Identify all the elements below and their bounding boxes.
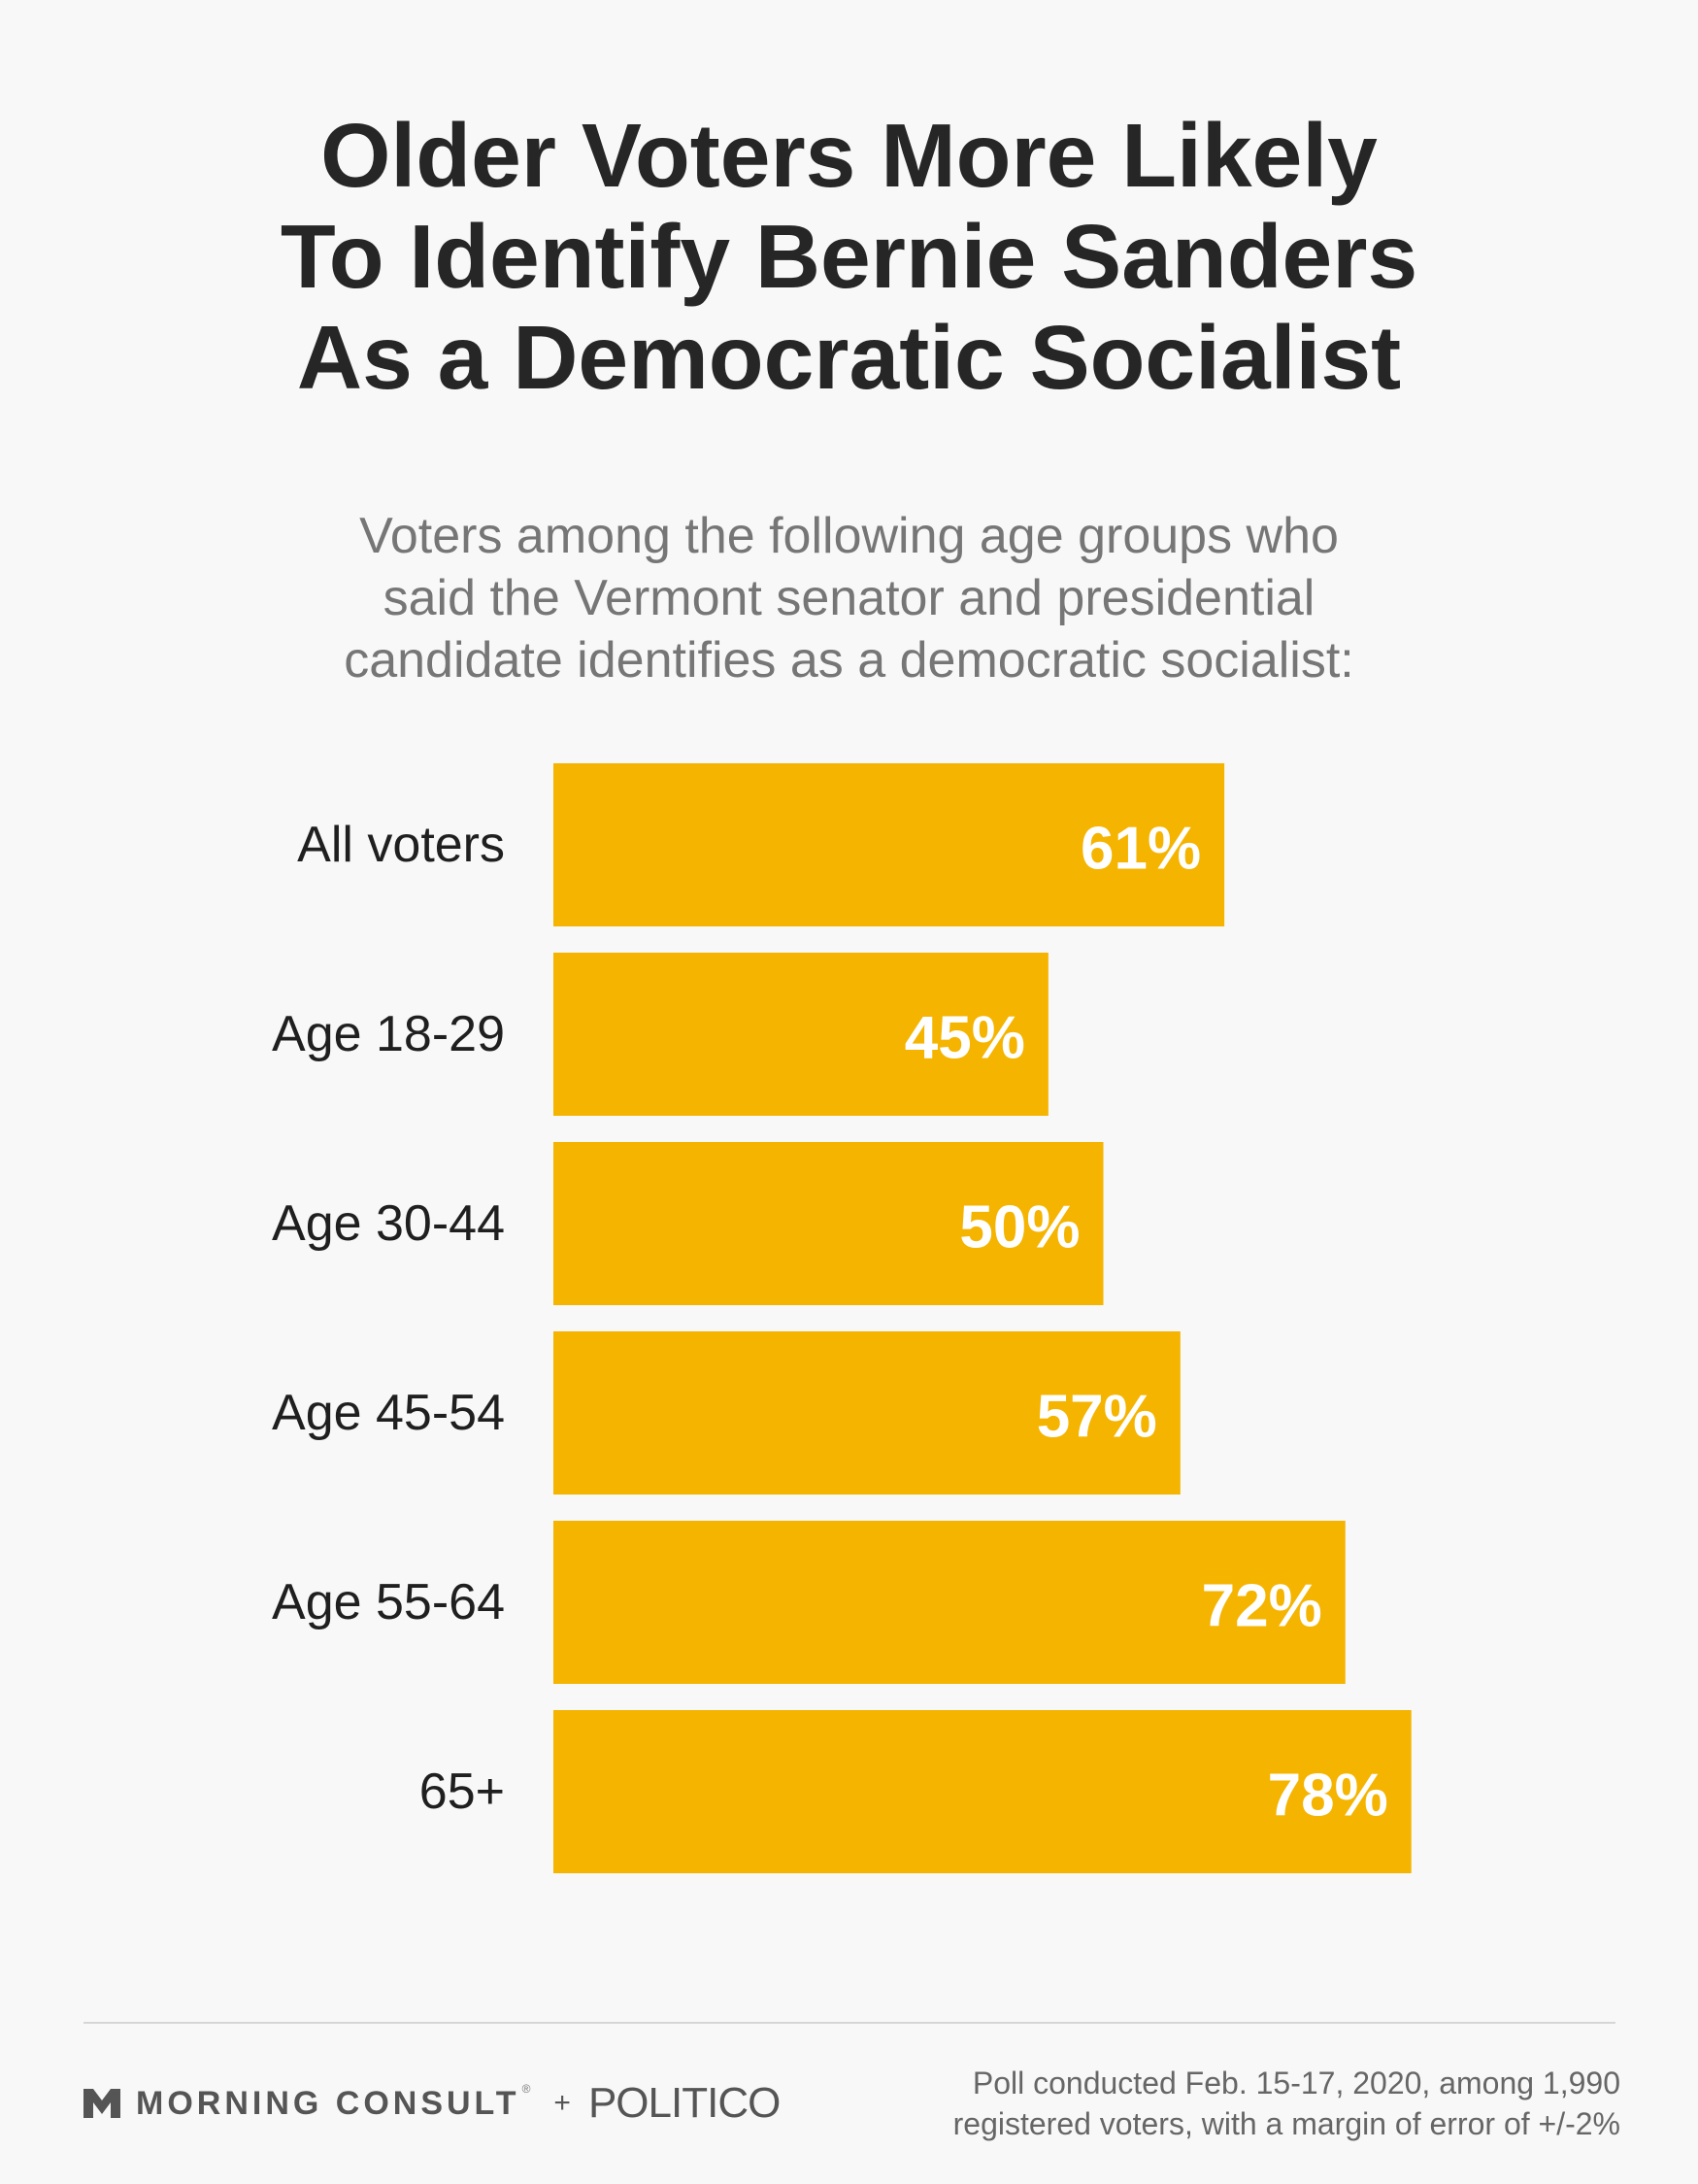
title-line-3: As a Democratic Socialist xyxy=(296,307,1402,408)
morning-consult-chevron-icon xyxy=(83,2089,120,2118)
subtitle-line-1: Voters among the following age groups wh… xyxy=(359,508,1339,564)
value-label-1: 61% xyxy=(1081,816,1201,883)
plus-sign: + xyxy=(553,2087,571,2119)
category-label-2: Age 18-29 xyxy=(272,1006,505,1062)
branding: MORNING CONSULT ® + POLITICO xyxy=(83,2076,781,2131)
title-line-1: Older Voters More Likely xyxy=(320,105,1378,206)
bar-6 xyxy=(553,1710,1412,1873)
bar-3 xyxy=(553,1142,1104,1305)
title-line-2: To Identify Bernie Sanders xyxy=(280,206,1418,307)
subtitle-line-3: candidate identifies as a democratic soc… xyxy=(344,632,1354,689)
source-footnote: Poll conducted Feb. 15-17, 2020, among 1… xyxy=(953,2063,1620,2144)
category-label-1: All voters xyxy=(297,817,505,873)
subtitle-line-2: said the Vermont senator and presidentia… xyxy=(383,570,1315,626)
category-label-5: Age 55-64 xyxy=(272,1574,505,1630)
value-label-5: 72% xyxy=(1202,1573,1322,1640)
bar-1 xyxy=(553,763,1225,926)
morning-consult-logo: MORNING CONSULT xyxy=(136,2084,520,2122)
footnote-line-1: Poll conducted Feb. 15-17, 2020, among 1… xyxy=(972,2066,1620,2100)
category-label-4: Age 45-54 xyxy=(272,1385,505,1441)
category-label-3: Age 30-44 xyxy=(272,1195,505,1252)
bar-4 xyxy=(553,1331,1181,1495)
registered-mark: ® xyxy=(521,2082,531,2096)
value-label-2: 45% xyxy=(905,1005,1025,1072)
footnote-line-2: registered voters, with a margin of erro… xyxy=(952,2106,1620,2141)
bar-2 xyxy=(553,953,1049,1116)
value-label-3: 50% xyxy=(959,1194,1080,1261)
footer-divider xyxy=(83,2022,1615,2024)
bar-5 xyxy=(553,1521,1346,1684)
value-label-4: 57% xyxy=(1037,1384,1157,1451)
category-label-6: 65+ xyxy=(419,1764,505,1820)
politico-logo: POLITICO xyxy=(587,2079,781,2127)
bar-chart: All voters 61% Age 18-29 45% Age 30-44 50% Age… xyxy=(272,763,1412,1873)
value-label-6: 78% xyxy=(1268,1763,1388,1830)
chart-title: Older Voters More Likely To Identify Ber… xyxy=(0,105,1698,408)
chart-subtitle: Voters among the following age groups wh… xyxy=(0,505,1698,691)
